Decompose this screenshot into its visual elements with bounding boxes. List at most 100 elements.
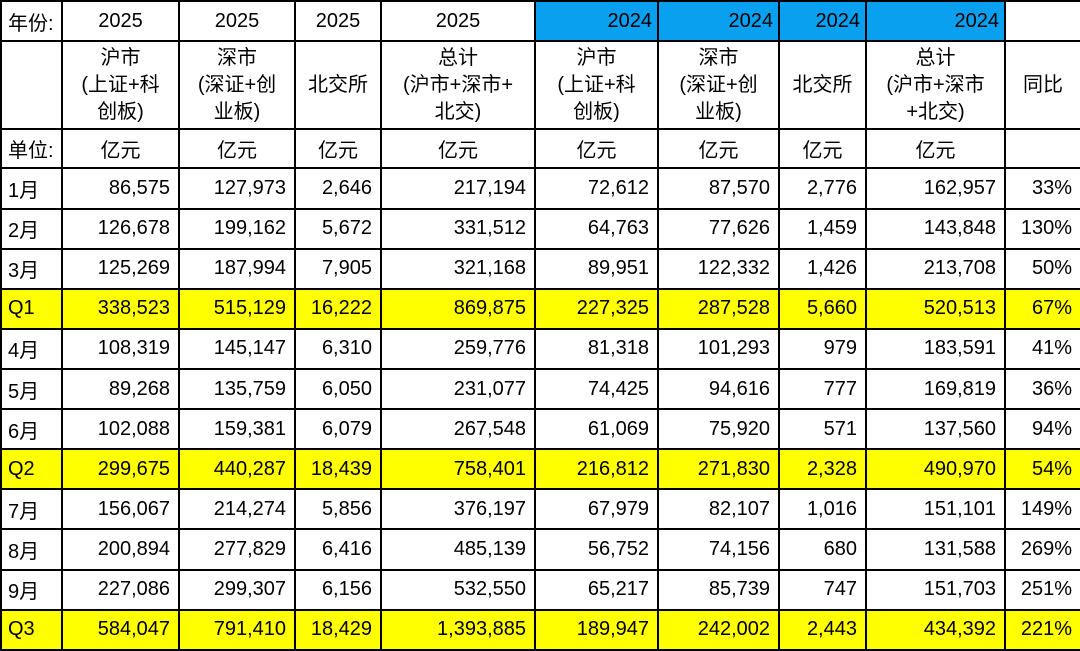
row-label: 8月	[0, 528, 63, 571]
row-label: 6月	[0, 408, 63, 451]
data-cell: 126,678	[61, 207, 180, 250]
unit-row-label: 单位:	[0, 128, 63, 170]
data-cell: 6,310	[294, 327, 382, 371]
column-name-cell: 北交所	[778, 40, 867, 131]
data-cell: 287,528	[657, 287, 780, 330]
data-cell: 169,819	[865, 368, 1006, 411]
data-cell: 571	[778, 408, 867, 451]
column-name-cell: 同比	[1004, 40, 1080, 131]
row-label: Q3	[0, 608, 63, 651]
data-cell: 331,512	[380, 207, 536, 250]
unit-cell: 亿元	[380, 128, 536, 170]
row-label: 1月	[0, 167, 63, 210]
data-cell: 82,107	[657, 488, 780, 531]
data-cell: 2,328	[778, 448, 867, 491]
data-cell: 137,560	[865, 408, 1006, 451]
column-name-cell: 北交所	[294, 40, 382, 131]
yoy-cell: 149%	[1004, 488, 1080, 531]
quarter-total-row: Q3 584,047 791,410 18,429 1,393,885 189,947 24…	[0, 608, 1080, 651]
month-row: 3月 125,269 187,994 7,905 321,168 89,951 122,33…	[0, 247, 1080, 290]
data-cell: 151,703	[865, 568, 1006, 611]
data-cell: 485,139	[380, 528, 536, 571]
month-row: 1月 86,575 127,973 2,646 217,194 72,612 87,570 2…	[0, 167, 1080, 210]
data-cell: 75,920	[657, 408, 780, 451]
unit-cell: 亿元	[178, 128, 296, 170]
yoy-cell: 94%	[1004, 408, 1080, 451]
data-cell: 299,307	[178, 568, 296, 611]
yoy-cell: 67%	[1004, 287, 1080, 330]
year-cell: 2025	[178, 0, 296, 43]
row-label: 9月	[0, 568, 63, 611]
data-cell: 2,443	[778, 608, 867, 651]
data-cell: 199,162	[178, 207, 296, 250]
yoy-cell: 269%	[1004, 528, 1080, 571]
yoy-cell: 50%	[1004, 247, 1080, 290]
data-cell: 5,672	[294, 207, 382, 250]
data-cell: 231,077	[380, 368, 536, 411]
row-label: 5月	[0, 368, 63, 411]
data-cell: 217,194	[380, 167, 536, 210]
data-cell: 56,752	[534, 528, 659, 571]
column-name-cell: 沪市 (上证+科 创板)	[61, 40, 180, 131]
unit-cell: 亿元	[294, 128, 382, 170]
data-cell: 869,875	[380, 287, 536, 330]
data-cell: 65,217	[534, 568, 659, 611]
data-cell: 376,197	[380, 488, 536, 531]
year-cell: 2024	[534, 0, 659, 43]
data-cell: 213,708	[865, 247, 1006, 290]
data-cell: 216,812	[534, 448, 659, 491]
data-cell: 490,970	[865, 448, 1006, 491]
data-cell: 299,675	[61, 448, 180, 491]
month-row: 9月 227,086 299,307 6,156 532,550 65,217 85,739…	[0, 568, 1080, 611]
data-cell: 162,957	[865, 167, 1006, 210]
unit-header-row: 单位: 亿元 亿元 亿元 亿元 亿元 亿元 亿元 亿元	[0, 128, 1080, 170]
data-cell: 979	[778, 327, 867, 371]
data-cell: 156,067	[61, 488, 180, 531]
yoy-cell: 221%	[1004, 608, 1080, 651]
data-cell: 101,293	[657, 327, 780, 371]
data-cell: 187,994	[178, 247, 296, 290]
data-cell: 1,459	[778, 207, 867, 250]
column-name-cell: 总计 (沪市+深市 +北交)	[865, 40, 1006, 131]
data-cell: 108,319	[61, 327, 180, 371]
data-cell: 135,759	[178, 368, 296, 411]
data-cell: 125,269	[61, 247, 180, 290]
row-label: 4月	[0, 327, 63, 371]
year-cell	[1004, 0, 1080, 43]
data-cell: 680	[778, 528, 867, 571]
market-name-header-row: 沪市 (上证+科 创板) 深市 (深证+创 业板) 北交所 总计 (沪市+深市+ 北交…	[0, 40, 1080, 131]
column-name-cell: 总计 (沪市+深市+ 北交)	[380, 40, 536, 131]
column-name-cell: 深市 (深证+创 业板)	[657, 40, 780, 131]
data-cell: 122,332	[657, 247, 780, 290]
data-cell: 277,829	[178, 528, 296, 571]
data-cell: 791,410	[178, 608, 296, 651]
yoy-cell: 54%	[1004, 448, 1080, 491]
column-name-cell: 沪市 (上证+科 创板)	[534, 40, 659, 131]
corner-empty-cell	[0, 40, 63, 131]
month-row: 4月 108,319 145,147 6,310 259,776 81,318 101,29…	[0, 327, 1080, 371]
month-row: 7月 156,067 214,274 5,856 376,197 67,979 82,107…	[0, 488, 1080, 531]
data-cell: 16,222	[294, 287, 382, 330]
data-cell: 143,848	[865, 207, 1006, 250]
data-cell: 131,588	[865, 528, 1006, 571]
row-label: 3月	[0, 247, 63, 290]
data-cell: 87,570	[657, 167, 780, 210]
data-cell: 227,086	[61, 568, 180, 611]
unit-cell: 亿元	[865, 128, 1006, 170]
data-cell: 242,002	[657, 608, 780, 651]
data-cell: 151,101	[865, 488, 1006, 531]
data-cell: 85,739	[657, 568, 780, 611]
unit-cell: 亿元	[657, 128, 780, 170]
year-cell: 2025	[380, 0, 536, 43]
data-cell: 7,905	[294, 247, 382, 290]
month-row: 2月 126,678 199,162 5,672 331,512 64,763 77,626…	[0, 207, 1080, 250]
yoy-cell: 251%	[1004, 568, 1080, 611]
data-cell: 86,575	[61, 167, 180, 210]
data-cell: 74,156	[657, 528, 780, 571]
quarter-total-row: Q1 338,523 515,129 16,222 869,875 227,325 287,…	[0, 287, 1080, 330]
data-cell: 18,429	[294, 608, 382, 651]
data-cell: 1,016	[778, 488, 867, 531]
data-cell: 145,147	[178, 327, 296, 371]
row-label: 2月	[0, 207, 63, 250]
data-cell: 127,973	[178, 167, 296, 210]
